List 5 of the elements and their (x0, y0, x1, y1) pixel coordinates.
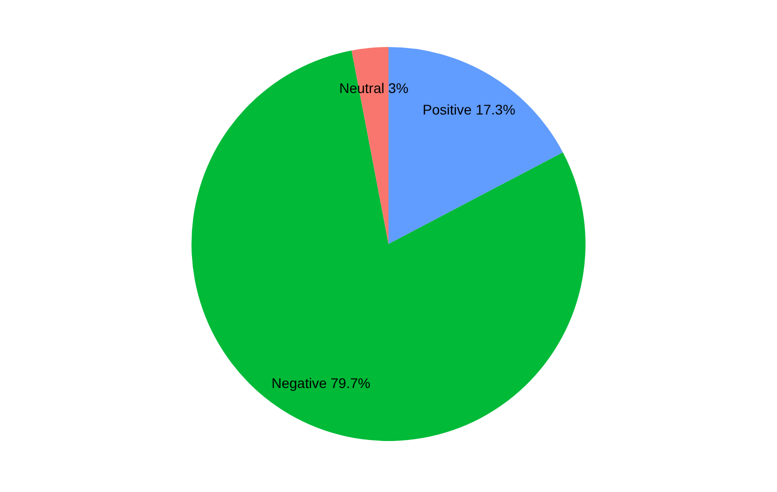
data-label: 17.3% (476, 102, 516, 118)
slice-label: Negative (271, 375, 327, 392)
slice-label: Positive (422, 102, 472, 118)
data-label: 3% (388, 80, 408, 96)
data-label: 79.7% (330, 375, 370, 392)
